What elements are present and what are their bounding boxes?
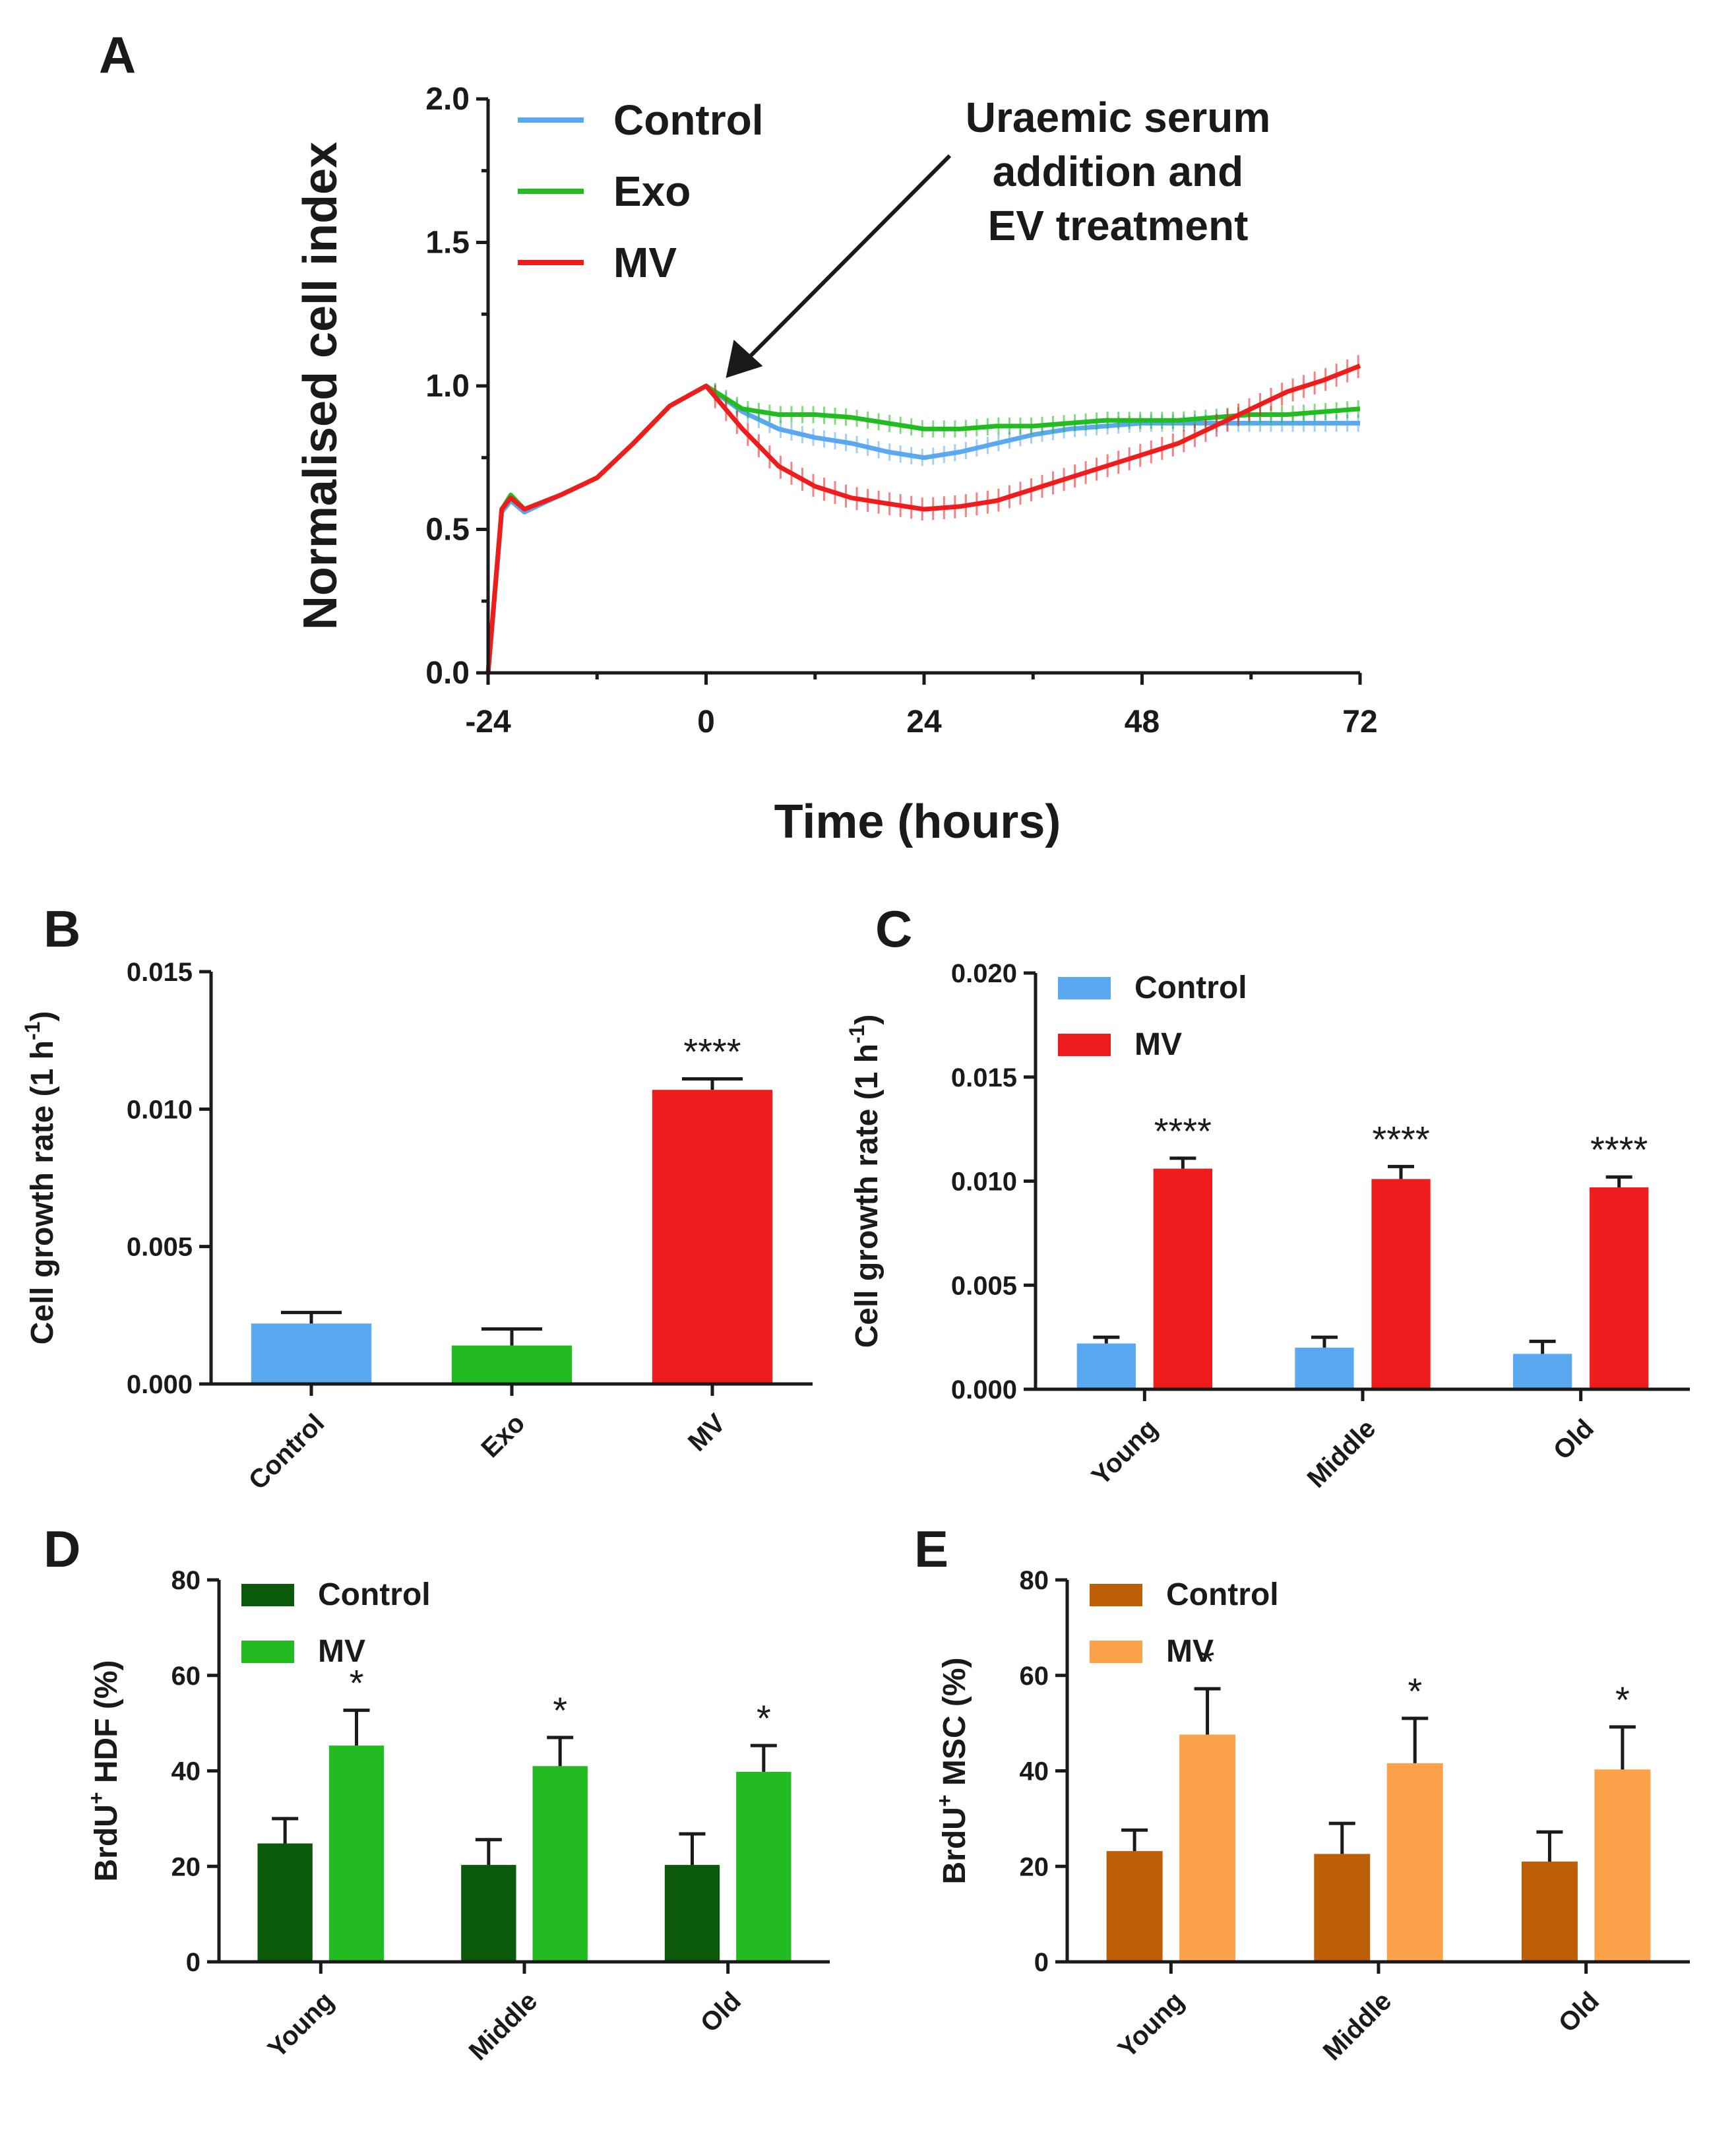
legend-label-mv: MV xyxy=(318,1634,365,1669)
annotation-text: Uraemic serum xyxy=(966,94,1270,141)
bar-old-mv xyxy=(736,1771,791,1962)
y-tick-label: 0.0 xyxy=(425,656,470,691)
y-tick-label: 80 xyxy=(1020,1566,1049,1595)
x-tick-label: 72 xyxy=(1342,705,1377,739)
y-tick-label: 2.0 xyxy=(425,82,470,117)
legend-label-mv: MV xyxy=(613,239,677,286)
panel-label: D xyxy=(44,1520,80,1578)
panel-a: A 0.0 0.5 1.0 1.5 2.0 -24 0 24 48 72 Time (hours) No… xyxy=(99,26,1378,848)
y-tick-label: 60 xyxy=(171,1662,201,1691)
y-axis-title: Cell growth rate (1 h-1) xyxy=(20,1011,60,1345)
bar-young-mv xyxy=(328,1745,385,1962)
bar-old-mv xyxy=(1590,1187,1649,1389)
y-tick-label: 1.5 xyxy=(425,226,470,261)
y-tick-label: 0.5 xyxy=(425,513,470,548)
significance-marker: * xyxy=(350,1662,364,1704)
annotation-arrowhead xyxy=(726,340,763,378)
bar-young-control xyxy=(1106,1851,1163,1962)
y-tick-label: 0.005 xyxy=(127,1233,193,1262)
bar-middle-control xyxy=(1295,1347,1354,1389)
y-tick-label: 0.020 xyxy=(951,959,1017,988)
y-tick-label: 0.015 xyxy=(951,1063,1017,1092)
series-mv xyxy=(485,355,1361,674)
legend-swatch-mv xyxy=(241,1641,294,1663)
y-tick-label: 80 xyxy=(171,1566,201,1595)
y-tick-label: 0.010 xyxy=(951,1168,1017,1197)
y-tick-label: 20 xyxy=(171,1852,201,1881)
x-tick-label: 0 xyxy=(697,705,715,739)
significance-marker: **** xyxy=(1590,1129,1648,1170)
bar-young-mv xyxy=(1179,1734,1236,1962)
y-tick-label: 0.005 xyxy=(951,1271,1017,1300)
significance-marker: **** xyxy=(1372,1118,1429,1160)
bar-old-mv xyxy=(1594,1769,1651,1962)
y-tick-label: 0.010 xyxy=(127,1095,193,1124)
y-tick-label: 40 xyxy=(171,1757,201,1786)
significance-marker: * xyxy=(757,1697,771,1739)
bar-old-control xyxy=(1512,1354,1572,1389)
legend-label-control: Control xyxy=(1166,1577,1279,1612)
y-tick-label: 20 xyxy=(1020,1852,1049,1881)
legend-label-control: Control xyxy=(318,1577,431,1612)
y-tick-label: 0 xyxy=(1034,1948,1049,1977)
x-tick-label: -24 xyxy=(465,705,511,739)
significance-marker: * xyxy=(1408,1670,1422,1712)
legend-swatch-control xyxy=(1058,977,1111,999)
y-tick-label: 1.0 xyxy=(425,369,470,404)
bar-middle-control xyxy=(1314,1854,1371,1962)
y-axis-title: Normalised cell index xyxy=(294,142,347,630)
bar-young-mv xyxy=(1153,1168,1213,1389)
bar-exo-cell-growth-rate xyxy=(451,1345,573,1384)
x-tick-label: 24 xyxy=(906,705,942,739)
bar-control-cell-growth-rate xyxy=(251,1323,372,1384)
legend-label-exo: Exo xyxy=(613,168,691,215)
y-axis-title: Cell growth rate (1 h-1) xyxy=(845,1015,884,1348)
annotation-text: addition and xyxy=(993,148,1243,195)
y-tick-label: 40 xyxy=(1020,1757,1049,1786)
bar-old-control xyxy=(664,1865,720,1962)
bar-middle-mv xyxy=(1371,1179,1431,1389)
annotation-arrow-shaft xyxy=(741,154,952,365)
panel-c: C****Young****Middle****Old0.0000.0050.0… xyxy=(845,900,1690,1493)
significance-marker: **** xyxy=(683,1031,741,1073)
significance-marker: **** xyxy=(1154,1110,1212,1152)
legend-swatch-mv xyxy=(1090,1641,1142,1663)
bar-middle-control xyxy=(461,1865,516,1962)
legend-label-mv: MV xyxy=(1134,1027,1182,1062)
legend-label-control: Control xyxy=(1134,970,1247,1005)
legend-swatch-control xyxy=(241,1584,294,1606)
bar-middle-mv xyxy=(1386,1763,1443,1962)
bar-young-control xyxy=(257,1843,313,1962)
panel-label: A xyxy=(99,26,136,84)
bar-old-control xyxy=(1521,1862,1578,1962)
y-tick-label: 0.000 xyxy=(127,1370,193,1399)
bar-middle-mv xyxy=(532,1766,588,1962)
bar-young-control xyxy=(1076,1343,1136,1389)
bar-mv-cell-growth-rate xyxy=(652,1090,773,1384)
y-tick-label: 0.015 xyxy=(127,958,193,987)
y-tick-label: 0 xyxy=(186,1948,201,1977)
legend-swatch-control xyxy=(1090,1584,1142,1606)
x-tick-label: 48 xyxy=(1125,705,1160,739)
y-axis-title: BrdU+ MSC (%) xyxy=(933,1658,972,1885)
panel-label: C xyxy=(875,900,912,958)
legend-label-mv: MV xyxy=(1166,1634,1214,1669)
legend-label-control: Control xyxy=(613,96,764,144)
panel-label: B xyxy=(44,900,80,958)
significance-marker: * xyxy=(553,1689,567,1731)
annotation-text: EV treatment xyxy=(988,202,1249,249)
y-tick-label: 0.000 xyxy=(951,1375,1017,1404)
significance-marker: * xyxy=(1200,1641,1215,1682)
panel-label: E xyxy=(914,1520,948,1578)
x-axis-title: Time (hours) xyxy=(774,796,1061,848)
y-tick-label: 60 xyxy=(1020,1662,1049,1691)
legend-swatch-mv xyxy=(1058,1034,1111,1056)
significance-marker: * xyxy=(1615,1679,1630,1720)
y-axis-title: BrdU+ HDF (%) xyxy=(84,1660,124,1882)
series-line-mv xyxy=(485,363,1361,674)
